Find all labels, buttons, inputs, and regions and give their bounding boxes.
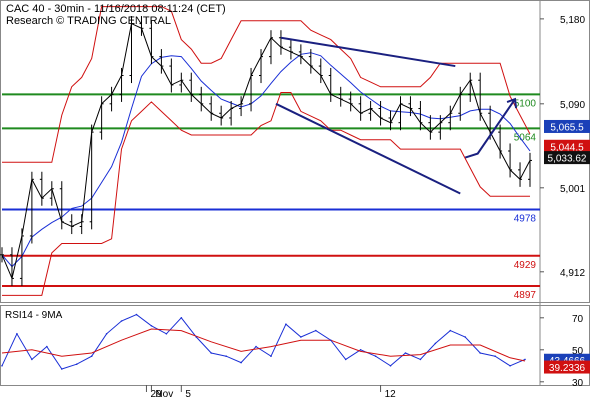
rsi-line <box>1 314 526 370</box>
date-tick-label-1: Nov <box>155 389 173 400</box>
rsi-point-32 <box>479 352 481 354</box>
rsi-point-2 <box>31 358 33 361</box>
rsi-point-20 <box>300 336 302 338</box>
rsi-point-30 <box>449 329 452 332</box>
rsi-point-6 <box>90 355 93 358</box>
rsi-point-34 <box>509 365 511 367</box>
rsi-point-3 <box>46 345 48 348</box>
rsi-ma-line <box>1 328 526 362</box>
level-label-5100: 5100 <box>514 98 537 109</box>
rsi-point-22 <box>329 339 332 342</box>
rsi-point-12 <box>180 317 183 319</box>
rsi-point-15 <box>225 355 227 358</box>
price-tag-bg-0 <box>544 119 590 133</box>
rsi-tick-label-2: 30 <box>572 378 584 389</box>
rsi-point-25 <box>374 355 377 358</box>
date-tick-label-0: 29 <box>150 389 162 400</box>
trend-line-1 <box>275 102 461 195</box>
rsi-point-14 <box>210 352 213 354</box>
rsi-point-24 <box>359 349 362 351</box>
rsi-point-31 <box>464 336 467 338</box>
rsi-point-27 <box>404 352 407 354</box>
price-line <box>1 22 531 281</box>
rsi-point-29 <box>434 342 437 345</box>
rsi-point-16 <box>240 361 242 364</box>
rsi-point-17 <box>255 345 257 348</box>
rsi-tick-label-0: 70 <box>572 314 584 325</box>
level-label-4978: 4978 <box>514 214 537 225</box>
chart-title: CAC 40 - 30min - 11/16/2018 08:11:24 (CE… <box>6 3 226 15</box>
rsi-point-1 <box>16 333 18 335</box>
rsi-point-5 <box>75 363 78 366</box>
lower-band-line <box>2 92 530 296</box>
rsi-tag-bg-4 <box>544 360 590 374</box>
rsi-point-11 <box>165 333 168 335</box>
rsi-point-33 <box>494 355 496 358</box>
price-tag-label-1: 5,044.5 <box>550 142 584 153</box>
date-tick-label-3: 12 <box>385 389 397 400</box>
price-tag-bg-1 <box>544 139 590 153</box>
price-tag-label-0: 5,065.5 <box>550 122 584 133</box>
chart-subtitle: Research © TRADING CENTRAL <box>6 15 171 27</box>
price-tag-bg-2 <box>544 151 590 165</box>
level-label-5064: 5064 <box>514 132 537 143</box>
rsi-point-18 <box>270 355 272 358</box>
level-label-4929: 4929 <box>514 260 537 271</box>
rsi-point-28 <box>419 358 422 361</box>
rsi-point-21 <box>315 329 317 332</box>
rsi-point-9 <box>135 313 138 316</box>
rsi-point-19 <box>285 323 287 326</box>
rsi-point-26 <box>389 365 392 367</box>
rsi-point-10 <box>150 325 153 327</box>
projection-arrow-line <box>464 98 516 159</box>
rsi-point-7 <box>105 333 108 335</box>
price-tick-label-2: 5,001 <box>560 184 585 195</box>
price-tick-label-3: 4,912 <box>560 268 585 279</box>
rsi-point-13 <box>195 336 198 338</box>
price-tick-label-1: 5,090 <box>560 100 585 111</box>
price-tag-label-2: 5,033.62 <box>548 154 587 165</box>
rsi-point-8 <box>120 320 123 322</box>
projection-arrow-head <box>506 97 518 109</box>
moving-average-line <box>1 52 531 268</box>
date-tick-label-2: 5 <box>185 389 191 400</box>
rsi-tag-label-4: 39.2336 <box>549 363 586 374</box>
rsi-tick-label-1: 50 <box>572 346 584 357</box>
level-label-4897: 4897 <box>514 290 537 301</box>
rsi-point-4 <box>60 368 63 370</box>
rsi-point-0 <box>1 365 3 367</box>
rsi-point-23 <box>344 358 347 361</box>
trend-line-0 <box>280 36 456 68</box>
price-tick-label-0: 5,180 <box>560 15 585 26</box>
rsi-point-35 <box>524 358 526 361</box>
rsi-panel-label: RSI14 - 9MA <box>5 310 63 321</box>
